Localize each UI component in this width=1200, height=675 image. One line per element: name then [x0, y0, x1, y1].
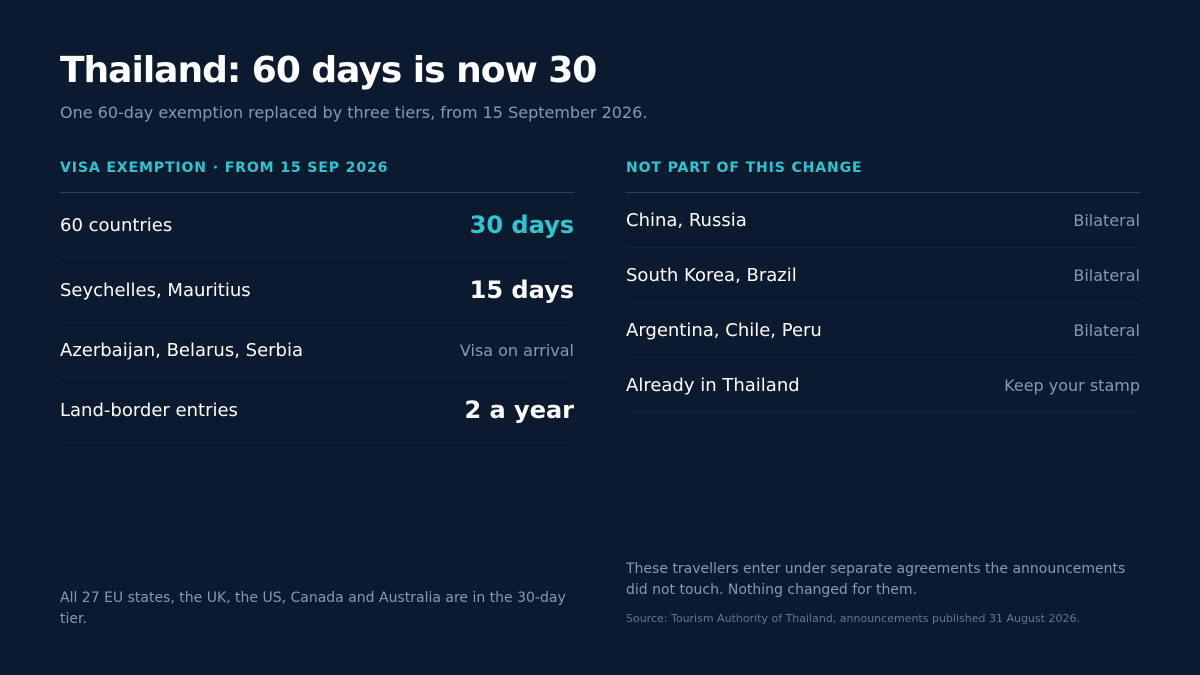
right-footnote: These travellers enter under separate ag… [626, 561, 1126, 598]
tier-value: 2 a year [464, 396, 574, 424]
tier-label: Land-border entries [60, 399, 238, 421]
tier-row: 60 countries 30 days [60, 193, 574, 258]
not-part-of-change-panel: NOT PART OF THIS CHANGE China, Russia Bi… [626, 160, 1140, 413]
exception-value: Bilateral [1073, 265, 1140, 285]
page-subtitle: One 60-day exemption replaced by three t… [60, 103, 648, 122]
exception-label: Argentina, Chile, Peru [626, 319, 822, 341]
exception-label: Already in Thailand [626, 374, 800, 396]
infographic: Thailand: 60 days is now 30 One 60-day e… [60, 0, 1140, 675]
exception-value: Bilateral [1073, 320, 1140, 340]
tier-value: Visa on arrival [459, 340, 574, 360]
exception-row: China, Russia Bilateral [626, 193, 1140, 248]
visa-exemption-heading: VISA EXEMPTION · FROM 15 SEP 2026 [60, 160, 574, 193]
tier-label: Azerbaijan, Belarus, Serbia [60, 339, 304, 361]
exception-label: China, Russia [626, 209, 747, 231]
exception-row: South Korea, Brazil Bilateral [626, 248, 1140, 303]
source-note: Source: Tourism Authority of Thailand, a… [626, 612, 1080, 625]
visa-exemption-panel: VISA EXEMPTION · FROM 15 SEP 2026 60 cou… [60, 160, 574, 443]
exception-label: South Korea, Brazil [626, 264, 797, 286]
tier-row: Land-border entries 2 a year [60, 378, 574, 443]
tier-label: 60 countries [60, 214, 173, 236]
tier-row: Azerbaijan, Belarus, Serbia Visa on arri… [60, 323, 574, 378]
tier-value: 15 days [469, 276, 574, 304]
tier-label: Seychelles, Mauritius [60, 279, 251, 301]
exception-value: Bilateral [1073, 210, 1140, 230]
tier-value: 30 days [469, 211, 574, 239]
page-title: Thailand: 60 days is now 30 [60, 50, 597, 91]
exception-row: Argentina, Chile, Peru Bilateral [626, 303, 1140, 358]
exception-row: Already in Thailand Keep your stamp [626, 358, 1140, 413]
exception-value: Keep your stamp [1004, 375, 1140, 395]
left-footnote: All 27 EU states, the UK, the US, Canada… [60, 590, 566, 627]
tier-row: Seychelles, Mauritius 15 days [60, 258, 574, 323]
not-part-of-change-heading: NOT PART OF THIS CHANGE [626, 160, 1140, 193]
